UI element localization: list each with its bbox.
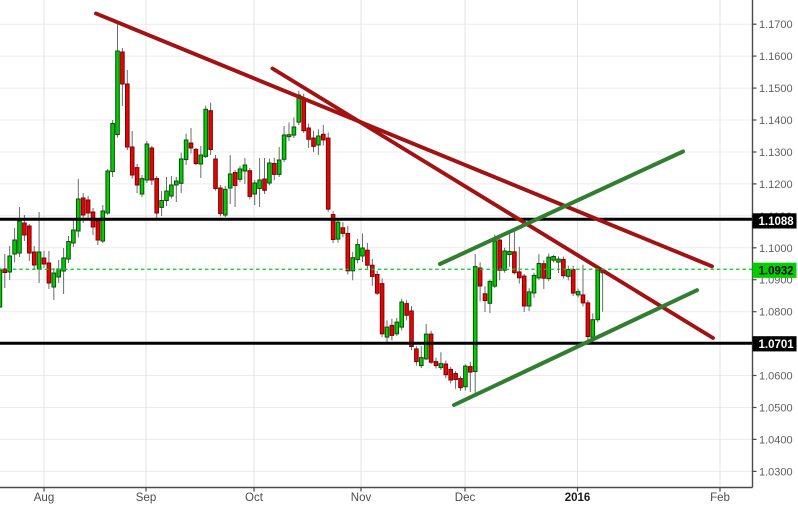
svg-text:1.1400: 1.1400 [759, 115, 793, 127]
svg-text:1.0500: 1.0500 [759, 403, 793, 415]
svg-text:1.0800: 1.0800 [759, 307, 793, 319]
svg-text:1.1088: 1.1088 [759, 216, 795, 228]
svg-text:Aug: Aug [34, 492, 54, 504]
svg-text:Oct: Oct [245, 492, 264, 504]
svg-text:1.1300: 1.1300 [759, 147, 793, 159]
svg-text:1.0300: 1.0300 [759, 466, 793, 478]
svg-text:Dec: Dec [455, 492, 476, 504]
svg-text:1.0600: 1.0600 [759, 371, 793, 383]
svg-text:1.0932: 1.0932 [759, 266, 794, 278]
svg-text:Sep: Sep [136, 492, 156, 504]
svg-text:Nov: Nov [351, 492, 372, 504]
svg-text:1.1500: 1.1500 [759, 83, 793, 95]
svg-text:1.1000: 1.1000 [759, 243, 793, 255]
svg-text:1.1600: 1.1600 [759, 51, 793, 63]
svg-text:1.0400: 1.0400 [759, 434, 793, 446]
svg-text:1.1700: 1.1700 [759, 19, 793, 31]
svg-text:1.0701: 1.0701 [759, 339, 795, 351]
svg-text:2016: 2016 [565, 492, 591, 504]
svg-text:Feb: Feb [710, 492, 730, 504]
svg-text:1.1200: 1.1200 [759, 179, 793, 191]
